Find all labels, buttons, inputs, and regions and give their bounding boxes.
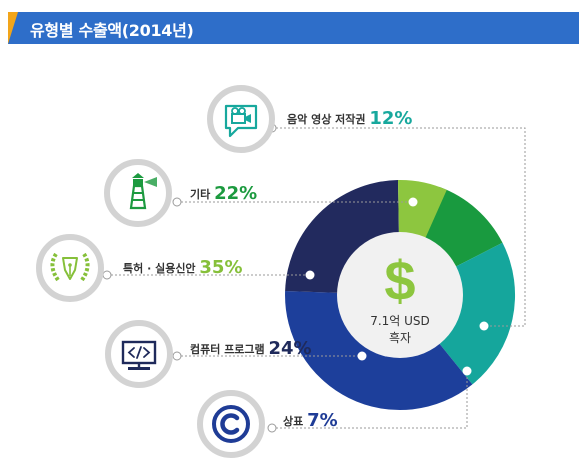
slice-marker-dot <box>408 197 418 207</box>
camera-reel <box>231 107 239 115</box>
slice-labels: 음악 영상 저작권 12% 기타 22% 특허 · 실용신안 35% 컴퓨터 프로그램… <box>123 108 412 431</box>
nib-hole <box>68 263 72 267</box>
copyright-circle <box>212 405 250 443</box>
code-brackets <box>127 346 151 359</box>
pie-center: $ 7.1억 USD 흑자 <box>337 232 463 358</box>
slice-label: 컴퓨터 프로그램 24% <box>190 338 312 359</box>
light-beam <box>144 177 157 187</box>
leader-start-dot <box>267 423 277 433</box>
slice-value: 22% <box>214 183 257 204</box>
lighthouse-icon <box>104 159 172 227</box>
slice-marker-dot <box>357 351 367 361</box>
copyright-c <box>220 413 240 435</box>
copyright-icon <box>197 390 265 458</box>
tower-roof <box>132 173 144 178</box>
monitor-stand <box>128 367 150 370</box>
slice-category: 특허 · 실용신안 <box>123 261 199 275</box>
camera-reel <box>238 107 246 115</box>
leader-start-dot <box>172 351 182 361</box>
center-amount: 7.1억 USD <box>370 314 430 328</box>
slice-category: 음악 영상 저작권 <box>287 112 369 126</box>
slice-label: 기타 22% <box>190 183 257 204</box>
tower-lamp <box>133 179 143 186</box>
leader-line <box>272 371 468 429</box>
laurel-left <box>50 252 60 282</box>
slice-category: 기타 <box>190 187 214 201</box>
video-camera-icon <box>207 85 275 153</box>
dollar-icon: $ <box>384 249 415 312</box>
slice-value: 24% <box>269 338 312 359</box>
icon-face <box>215 93 267 145</box>
slice-label: 상표 7% <box>283 410 338 431</box>
laurel-right <box>80 252 90 282</box>
slice-value: 35% <box>199 257 242 278</box>
leader-start-dot <box>172 197 182 207</box>
slice-marker-dot <box>479 321 489 331</box>
slice-value: 12% <box>369 108 412 129</box>
code-monitor-icon <box>105 320 173 388</box>
speech-bubble-shape <box>224 104 258 138</box>
slice-category: 상표 <box>283 414 307 428</box>
slice-marker-dot <box>462 366 472 376</box>
category-icons <box>36 85 275 458</box>
slice-category: 컴퓨터 프로그램 <box>190 342 269 356</box>
header-accent <box>8 12 18 44</box>
center-disc <box>337 232 463 358</box>
laurel-pen-icon <box>36 234 104 302</box>
header-bar: 유형별 수출액(2014년) <box>8 12 579 44</box>
center-balance: 흑자 <box>389 331 411 345</box>
slice-marker-dot <box>305 270 315 280</box>
page-title: 유형별 수출액(2014년) <box>30 21 194 40</box>
slice-label: 특허 · 실용신안 35% <box>123 257 242 278</box>
leader-line <box>272 127 526 327</box>
slice-label: 음악 영상 저작권 12% <box>287 108 412 129</box>
leader-start-dot <box>102 270 112 280</box>
slice-value: 7% <box>307 410 338 431</box>
pen-nib <box>62 257 78 280</box>
camera-lens <box>245 114 251 123</box>
